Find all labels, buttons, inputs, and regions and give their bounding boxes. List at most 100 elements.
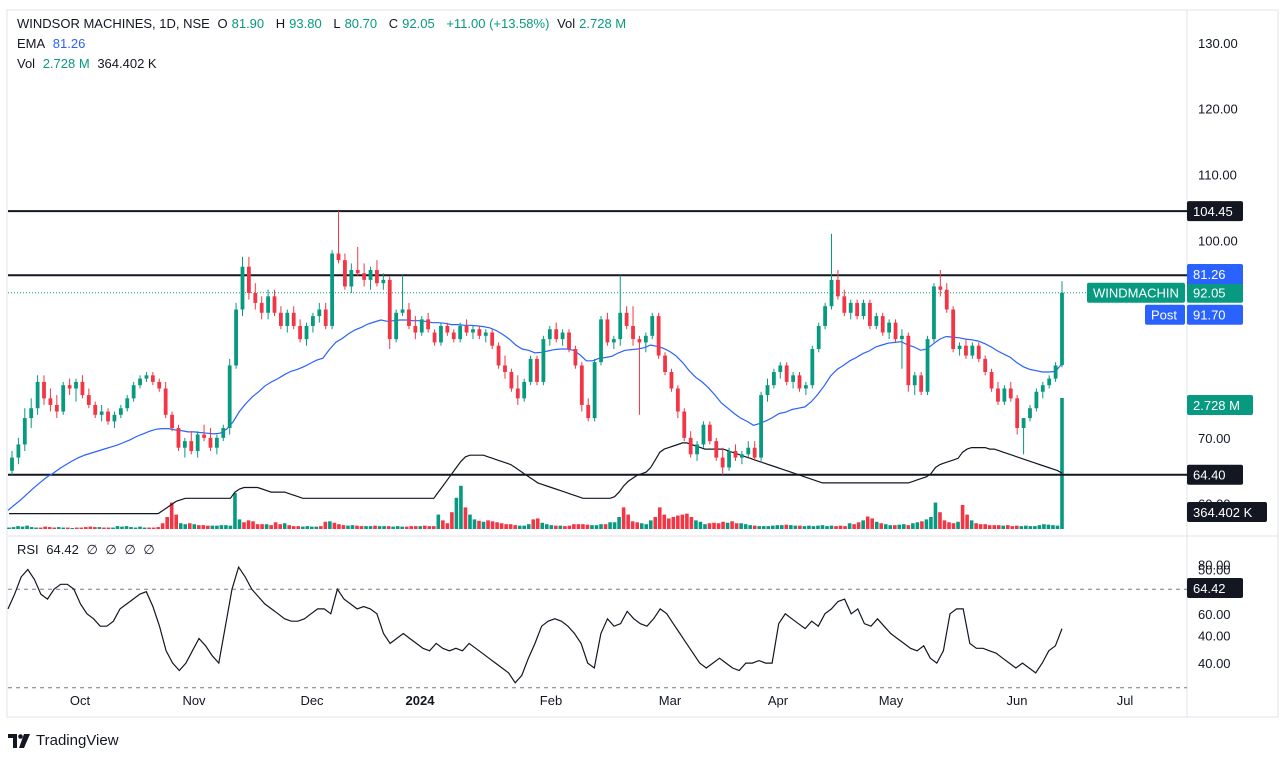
volume-bar	[992, 525, 997, 529]
volume-bar	[1005, 525, 1010, 529]
volume-bar	[572, 524, 576, 529]
tradingview-brand[interactable]: TradingView	[8, 732, 119, 749]
volume-bar	[1033, 526, 1037, 529]
candle-body	[656, 316, 661, 356]
ema-axis-label: 81.26	[1193, 267, 1226, 282]
candle-body	[413, 325, 418, 333]
candle-body	[637, 339, 642, 343]
volume-bar	[599, 524, 603, 529]
candle-body	[362, 273, 367, 280]
volume-bar	[160, 523, 165, 529]
volume-bar	[255, 524, 260, 529]
candle-body	[707, 424, 712, 442]
volume-bar	[151, 527, 156, 529]
volume-row-ma: 364.402 K	[97, 56, 157, 71]
volume-bar	[698, 521, 703, 529]
time-tick-label: Apr	[768, 693, 789, 708]
volume-bar	[563, 526, 567, 529]
ema-legend[interactable]: EMA 81.26	[17, 36, 89, 52]
volume-bar	[377, 526, 382, 529]
candle-body	[586, 404, 591, 419]
volume-bar	[829, 525, 834, 529]
close-label: C	[388, 16, 399, 31]
volume-bar	[441, 520, 445, 529]
candle-body	[349, 270, 354, 287]
candle-body	[688, 437, 693, 455]
rsi-extra-3: ∅	[124, 542, 136, 557]
candle-body	[355, 270, 360, 274]
candle-body	[733, 451, 738, 458]
candle-body	[611, 339, 616, 343]
volume-bar	[147, 527, 151, 529]
volume-bar	[65, 527, 70, 529]
candle-body	[202, 434, 206, 438]
candle-body	[1040, 385, 1045, 392]
volume-bar	[34, 527, 38, 529]
candle-body	[464, 325, 469, 333]
volume-bar	[879, 523, 884, 529]
candle-body	[279, 312, 283, 326]
volume-bar	[364, 526, 368, 529]
candle-body	[477, 329, 482, 336]
rsi-axis-label-bg	[1187, 578, 1243, 598]
volume-bar	[210, 525, 215, 529]
post-tag-label-bg	[1145, 304, 1185, 325]
volume-bar	[219, 525, 224, 529]
volume-bar	[395, 526, 400, 529]
candle-body	[253, 293, 258, 303]
volume-bar	[350, 525, 355, 529]
volume-bar	[956, 521, 960, 529]
candle-body	[701, 424, 706, 445]
volume-bar	[233, 492, 237, 529]
volume-bar	[892, 525, 897, 529]
vol-value: 2.728 M	[579, 16, 627, 31]
candle-body	[868, 302, 872, 326]
candle-body	[387, 279, 392, 340]
volume-bar	[825, 526, 829, 529]
volume-bar	[630, 521, 635, 529]
candle-body	[125, 398, 130, 409]
candle-body	[1034, 391, 1039, 409]
volume-bar	[287, 525, 291, 529]
volume-bar	[947, 522, 951, 529]
volume-legend[interactable]: Vol 2.728 M 364.402 K	[17, 56, 161, 72]
price-tick-label: 100.00	[1198, 233, 1238, 248]
volume-bar	[612, 522, 617, 529]
ema-value: 81.26	[52, 36, 86, 51]
high-value: 93.80	[289, 16, 322, 31]
volume-bar	[694, 520, 698, 529]
volume-bar	[400, 526, 404, 529]
volume-bar	[409, 526, 414, 529]
volume-bar	[603, 524, 608, 529]
volume-bar	[102, 527, 106, 529]
rsi-legend[interactable]: RSI 64.42 ∅ ∅ ∅ ∅	[17, 542, 159, 558]
candle-body	[323, 309, 328, 326]
volume-bar	[418, 526, 423, 529]
candle-body	[317, 309, 322, 317]
last-price-label-bg	[1187, 282, 1243, 303]
candle-body	[579, 365, 584, 405]
candle-body	[304, 325, 309, 340]
volume-bar	[309, 526, 314, 529]
candle-body	[394, 312, 399, 340]
low-label: L	[333, 16, 341, 31]
volume-bar	[915, 522, 920, 529]
price-tick-label: 40.00	[1198, 628, 1231, 643]
volume-bar	[481, 521, 486, 529]
candle-body	[266, 296, 270, 313]
candle-body	[483, 332, 488, 336]
candle-body	[381, 279, 386, 284]
volume-bar	[368, 526, 373, 529]
tradingview-logo-icon	[8, 733, 30, 748]
rsi-line	[7, 565, 1063, 684]
candle-body	[48, 398, 53, 405]
volume-bar	[667, 518, 671, 529]
volume-bar	[29, 527, 34, 529]
volume-bar	[328, 521, 332, 529]
volume-bar	[852, 524, 856, 529]
volume-bar	[504, 524, 508, 529]
candle-body	[189, 441, 194, 452]
candle-body	[983, 358, 988, 373]
volume-bar	[251, 521, 255, 529]
